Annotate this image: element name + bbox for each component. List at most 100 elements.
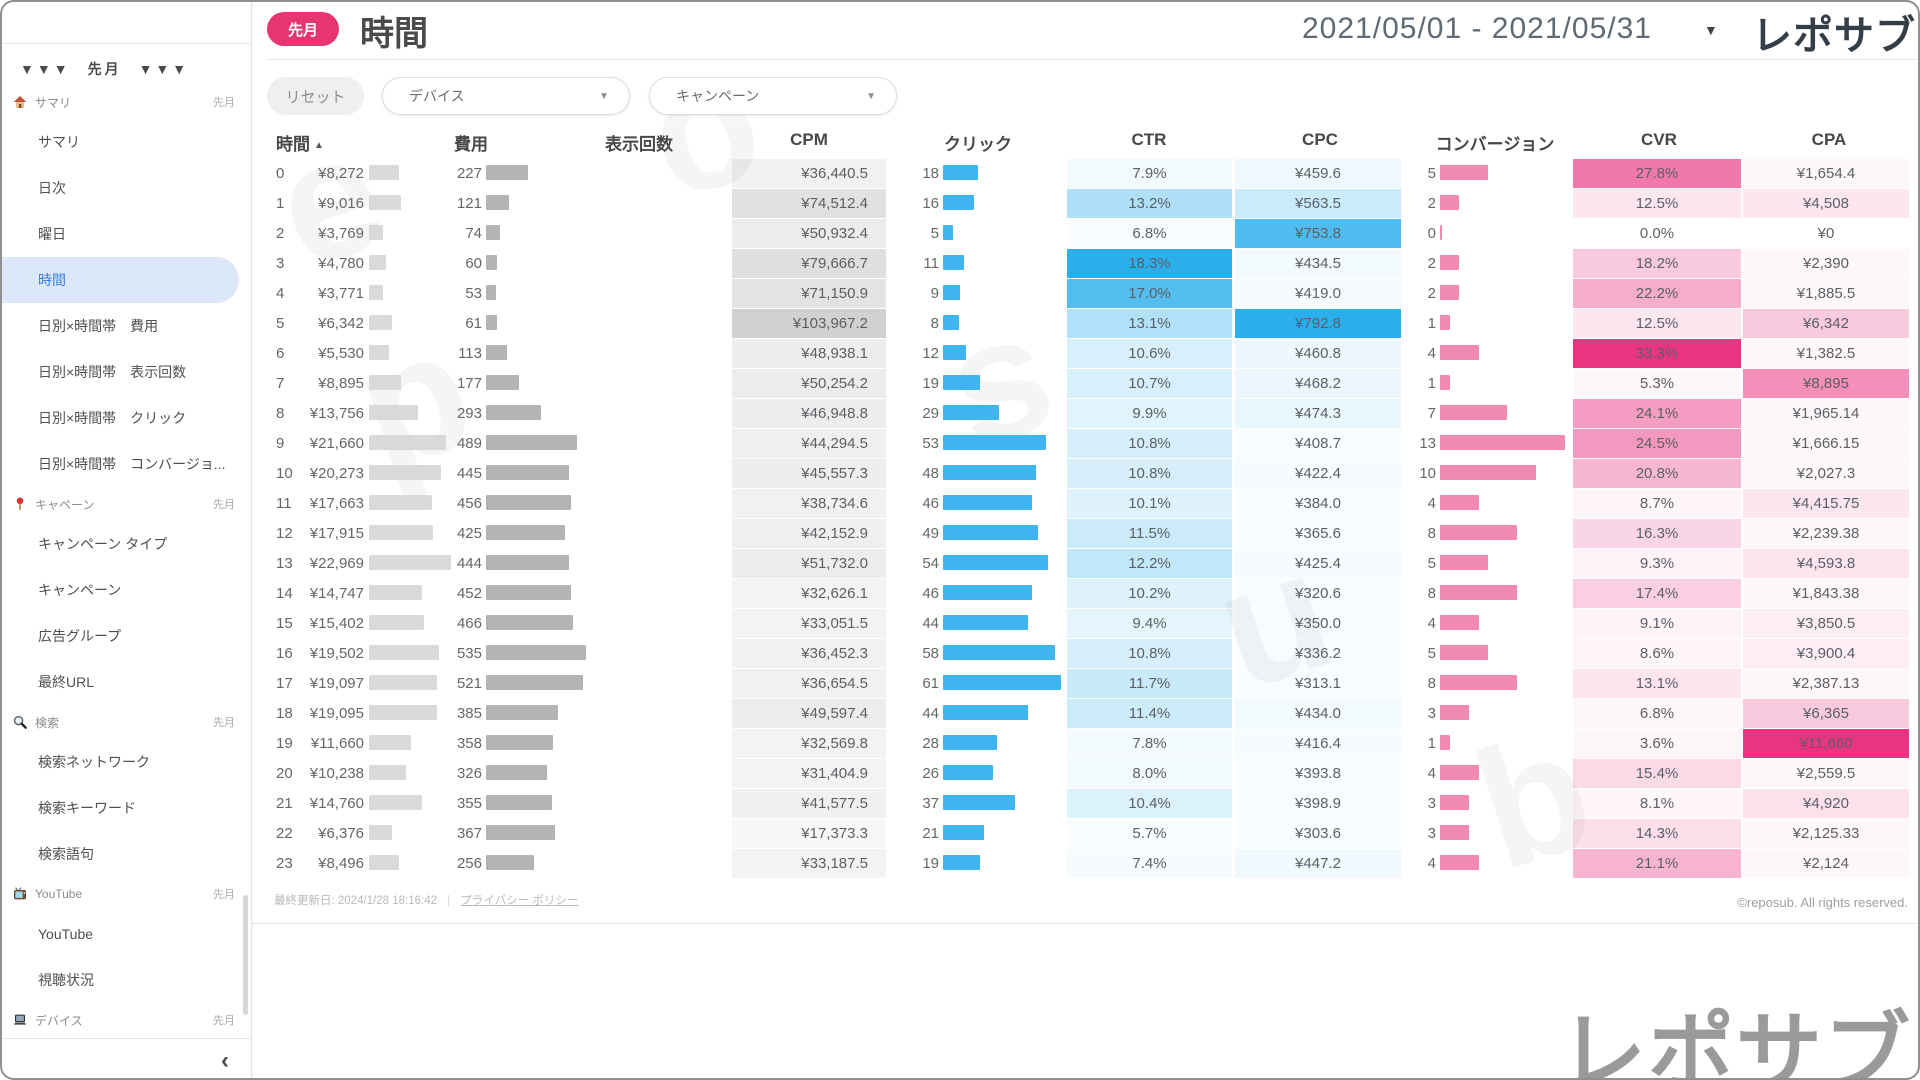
chevron-down-icon[interactable]: ▼ [1704, 22, 1718, 38]
sidebar-item[interactable]: 視聴状況 [38, 972, 94, 988]
cpa-cell: ¥4,415.75 [1743, 488, 1909, 518]
value-bar [486, 705, 558, 720]
column-header[interactable]: コンバージョン [1435, 135, 1555, 154]
date-range-picker[interactable]: 2021/05/01 - 2021/05/31 [1302, 12, 1652, 45]
impressions-cell: 444 [456, 554, 482, 572]
reset-button[interactable]: リセット [267, 77, 364, 115]
sidebar-collapse-icon[interactable]: ‹ [221, 1047, 229, 1074]
clicks-cell: 8 [930, 314, 939, 332]
value-bar [369, 705, 438, 720]
cpm-cell: ¥31,404.9 [732, 758, 886, 788]
sidebar-item[interactable]: 日別×時間帯 表示回数 [38, 364, 187, 380]
value-bar [369, 645, 439, 660]
hour-cell: 19 [276, 734, 293, 752]
cpa-cell: ¥2,125.33 [1743, 818, 1909, 848]
value-bar [486, 435, 578, 450]
impressions-cell: 53 [465, 284, 482, 302]
conversions-cell: 5 [1427, 164, 1436, 182]
ctr-cell: 10.8% [1067, 458, 1232, 488]
ctr-cell: 8.0% [1067, 758, 1232, 788]
cpm-cell: ¥32,626.1 [732, 578, 886, 608]
sidebar-item[interactable]: 検索ネットワーク [38, 754, 150, 770]
value-bar [1440, 855, 1479, 870]
conversions-cell: 1 [1427, 734, 1436, 752]
value-bar [486, 795, 553, 810]
sidebar-item[interactable]: 検索語句 [38, 846, 94, 862]
value-bar [369, 285, 383, 300]
column-header[interactable]: CVR [1641, 130, 1677, 149]
footer-separator: | [447, 895, 451, 907]
value-bar [1440, 615, 1479, 630]
sidebar-section-period: 先月 [213, 499, 235, 511]
column-header[interactable]: 時間 ▲ [276, 135, 324, 154]
ctr-cell: 6.8% [1067, 219, 1232, 248]
table-row: 7 ¥8,895 177 ¥50,254.2 19 10.7% ¥468.2 1 5.3% ¥8,… [274, 368, 1914, 398]
value-bar [943, 855, 980, 870]
cost-cell: ¥20,273 [309, 464, 364, 482]
impressions-cell: 466 [456, 614, 482, 632]
column-header[interactable]: CPC [1302, 130, 1338, 149]
sidebar-item[interactable]: 日次 [38, 180, 66, 196]
cvr-cell: 15.4% [1573, 758, 1741, 788]
impressions-cell: 355 [456, 794, 482, 812]
hour-cell: 14 [276, 584, 293, 602]
sidebar-item[interactable]: キャンペーン タイプ [38, 536, 168, 552]
sidebar-item[interactable]: キャンペーン [38, 582, 122, 598]
value-bar [486, 285, 496, 300]
column-header[interactable]: 費用 [454, 135, 488, 154]
sidebar-item[interactable]: YouTube [38, 926, 94, 942]
table-row: 21 ¥14,760 355 ¥41,577.5 37 10.4% ¥398.9 3 8.1% ¥… [274, 788, 1914, 818]
cvr-cell: 14.3% [1573, 818, 1741, 848]
value-bar [1440, 285, 1460, 300]
ctr-cell: 11.4% [1067, 698, 1232, 728]
hour-cell: 0 [276, 164, 285, 182]
privacy-policy-link[interactable]: プライバシー ポリシー [460, 895, 579, 907]
column-header[interactable]: CTR [1131, 130, 1167, 149]
table-row: 23 ¥8,496 256 ¥33,187.5 19 7.4% ¥447.2 4 21.1% ¥2… [274, 848, 1914, 878]
hour-cell: 21 [276, 794, 293, 812]
value-bar [369, 615, 424, 630]
column-header[interactable]: CPM [790, 130, 828, 149]
value-bar [943, 465, 1036, 480]
column-header[interactable]: 表示回数 [605, 135, 673, 154]
value-bar [943, 495, 1032, 510]
device-filter-dropdown[interactable]: デバイス ▼ [382, 77, 630, 115]
sidebar-item[interactable]: 曜日 [38, 226, 66, 242]
clicks-cell: 21 [922, 824, 939, 842]
column-header[interactable]: クリック [944, 135, 1012, 154]
sidebar-item[interactable]: 広告グループ [38, 628, 122, 644]
ctr-cell: 10.8% [1067, 428, 1232, 458]
value-bar [486, 165, 529, 180]
cvr-cell: 22.2% [1573, 278, 1741, 308]
value-bar [486, 555, 569, 570]
conversions-cell: 2 [1427, 194, 1436, 212]
sidebar-scrollbar[interactable] [243, 895, 248, 1015]
cost-cell: ¥10,238 [309, 764, 364, 782]
hour-cell: 12 [276, 524, 293, 542]
main-area: 先月 時間 2021/05/01 - 2021/05/31 ▼ レポサブ リセッ… [252, 2, 1918, 1078]
value-bar [1440, 525, 1517, 540]
sidebar-item[interactable]: 検索キーワード [38, 800, 136, 816]
sidebar-item[interactable]: 日別×時間帯 コンバージョ... [38, 456, 226, 472]
cpa-cell: ¥2,390 [1743, 248, 1909, 278]
value-bar [1440, 495, 1479, 510]
sidebar-item[interactable]: サマリ [38, 134, 80, 150]
conversions-cell: 4 [1427, 344, 1436, 362]
cpc-cell: ¥563.5 [1235, 188, 1401, 218]
hour-cell: 4 [276, 284, 285, 302]
cpm-cell: ¥36,654.5 [732, 668, 886, 698]
cpc-cell: ¥419.0 [1235, 278, 1401, 308]
impressions-cell: 60 [465, 254, 482, 272]
sidebar-item[interactable]: 時間 [2, 257, 239, 303]
sidebar-item[interactable]: 日別×時間帯 費用 [38, 318, 159, 334]
hour-cell: 18 [276, 704, 293, 722]
cvr-cell: 0.0% [1639, 224, 1675, 242]
value-bar [369, 795, 422, 810]
sidebar-section-period: 先月 [213, 97, 235, 109]
sidebar-item[interactable]: 日別×時間帯 クリック [38, 410, 187, 426]
column-header[interactable]: CPA [1811, 130, 1847, 149]
sidebar-item[interactable]: 最終URL [38, 674, 95, 690]
campaign-filter-dropdown[interactable]: キャンペーン ▼ [649, 77, 897, 115]
cpc-cell: ¥398.9 [1235, 789, 1401, 818]
